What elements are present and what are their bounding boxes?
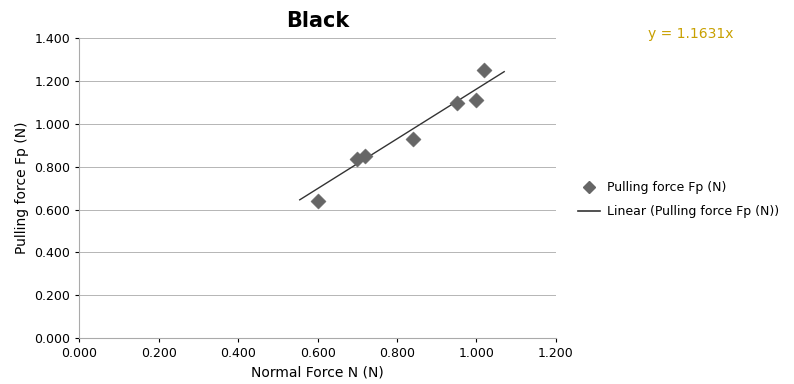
Text: y = 1.1631x: y = 1.1631x [648, 27, 734, 41]
Point [450, 99, 463, 106]
Point [351, 156, 364, 162]
Point [359, 153, 372, 159]
Point [311, 198, 324, 204]
Point [470, 98, 483, 104]
Legend: Pulling force Fp (N), Linear (Pulling force Fp (N)): Pulling force Fp (N), Linear (Pulling fo… [578, 181, 779, 218]
Title: Black: Black [286, 11, 349, 31]
Y-axis label: Pulling force Fp (N): Pulling force Fp (N) [15, 122, 29, 255]
Point [407, 136, 419, 142]
Point [478, 68, 491, 74]
X-axis label: Normal Force N (N): Normal Force N (N) [251, 366, 384, 379]
